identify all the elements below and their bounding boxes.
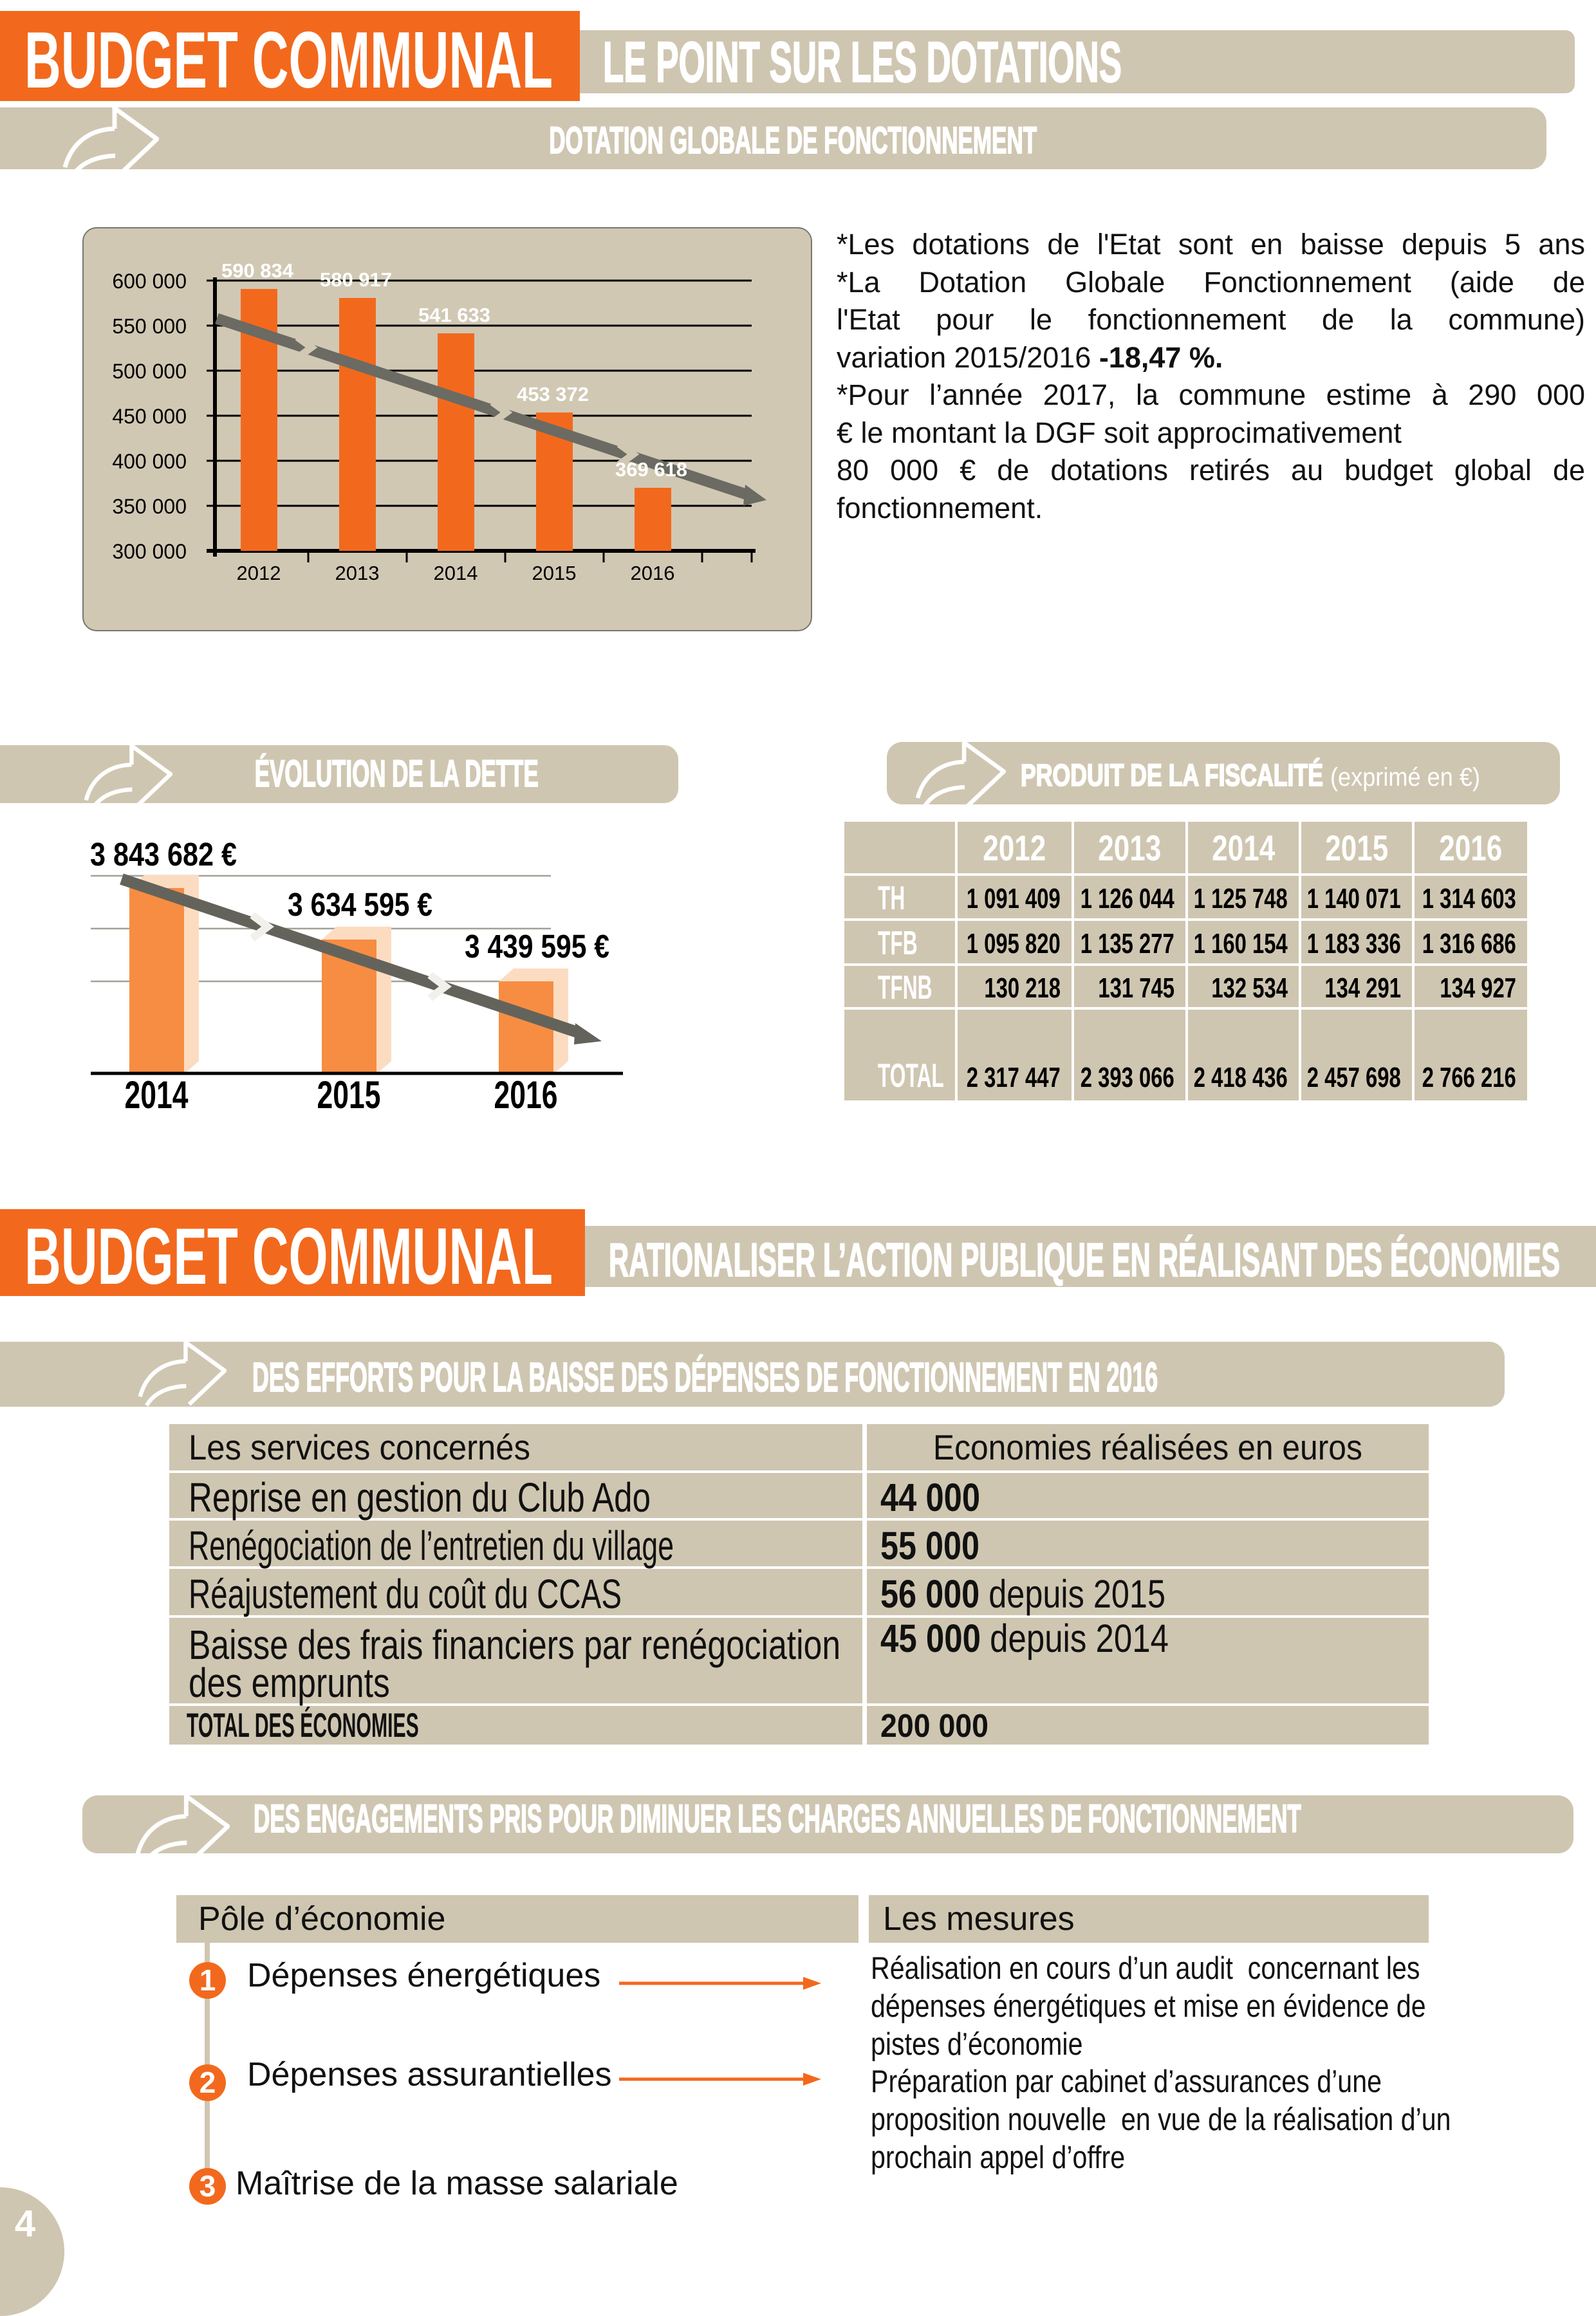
- svg-text:300 000: 300 000: [112, 540, 187, 563]
- svg-text:3 634 595 €: 3 634 595 €: [288, 885, 432, 923]
- svg-text:541 633: 541 633: [418, 304, 490, 326]
- svg-text:369 618: 369 618: [615, 458, 687, 481]
- svg-text:2014: 2014: [434, 562, 478, 584]
- svg-text:500 000: 500 000: [112, 360, 187, 383]
- svg-text:450 000: 450 000: [112, 405, 187, 428]
- svg-text:453 372: 453 372: [517, 383, 589, 405]
- svg-text:3 843 682 €: 3 843 682 €: [90, 837, 237, 873]
- svg-text:580 917: 580 917: [320, 268, 392, 291]
- svg-text:590 834: 590 834: [221, 259, 294, 282]
- svg-text:2014: 2014: [125, 1074, 189, 1117]
- svg-text:2016: 2016: [494, 1074, 558, 1117]
- svg-text:2015: 2015: [317, 1074, 381, 1117]
- svg-text:600 000: 600 000: [112, 270, 187, 293]
- svg-text:2012: 2012: [237, 562, 281, 584]
- svg-text:3 439 595 €: 3 439 595 €: [465, 927, 609, 965]
- svg-text:400 000: 400 000: [112, 450, 187, 473]
- svg-text:2015: 2015: [532, 562, 577, 584]
- svg-text:550 000: 550 000: [112, 315, 187, 338]
- svg-text:350 000: 350 000: [112, 495, 187, 518]
- svg-text:2016: 2016: [631, 562, 675, 584]
- svg-text:2013: 2013: [335, 562, 380, 584]
